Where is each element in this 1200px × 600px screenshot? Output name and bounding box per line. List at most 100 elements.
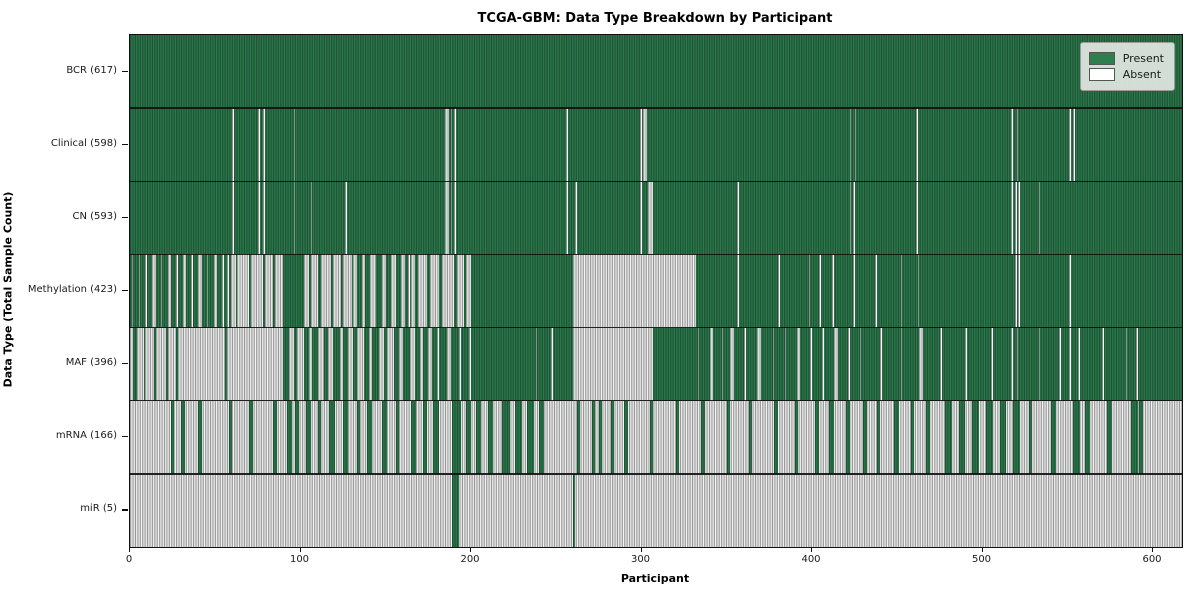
segment-absent — [198, 254, 202, 328]
segment-absent — [648, 181, 654, 255]
segment-present — [863, 400, 867, 474]
ytick-mark — [122, 216, 128, 219]
segment-absent — [849, 181, 852, 255]
ytick-label-Clinical: Clinical (598) — [50, 137, 117, 149]
segment-base-absent — [130, 473, 1182, 547]
ytick-mark — [122, 143, 128, 145]
segment-base-present — [130, 35, 1182, 109]
segment-absent — [131, 254, 134, 328]
segment-absent — [401, 254, 405, 328]
segment-absent — [262, 108, 265, 182]
segment-absent — [566, 181, 569, 255]
segment-absent — [917, 254, 920, 328]
segment-present — [926, 400, 930, 474]
segment-absent — [382, 254, 386, 328]
segment-present — [488, 400, 494, 474]
row-strip-miR — [130, 473, 1182, 547]
segment-absent — [176, 254, 178, 328]
segment-present — [829, 400, 835, 474]
segment-absent — [1059, 327, 1061, 401]
segment-absent — [808, 254, 811, 328]
segment-absent — [293, 181, 296, 255]
segment-absent — [457, 254, 465, 328]
segment-absent — [303, 254, 310, 328]
segment-absent — [709, 327, 714, 401]
segment-present — [433, 400, 439, 474]
segment-absent — [227, 327, 284, 401]
xtick-mark — [470, 547, 472, 552]
segment-base-present — [130, 108, 1182, 182]
segment-present — [958, 400, 966, 474]
ytick-mark — [122, 363, 128, 365]
segment-present — [1106, 400, 1113, 474]
row-strip-Methylation — [130, 254, 1182, 328]
segment-absent — [136, 327, 144, 401]
ytick-label-mRNA: mRNA (166) — [55, 430, 117, 442]
ytick-mark — [122, 436, 128, 438]
xtick-label-0: 0 — [125, 554, 133, 565]
segment-present — [423, 400, 427, 474]
xtick-label-400: 400 — [801, 554, 821, 565]
row-divider — [130, 180, 1182, 182]
segment-absent — [643, 108, 647, 182]
segment-absent — [436, 327, 439, 401]
segment-present — [366, 400, 373, 474]
segment-absent — [390, 254, 396, 328]
segment-absent — [880, 327, 882, 401]
segment-absent — [1069, 327, 1072, 401]
segment-absent — [310, 181, 313, 255]
xtick-label-100: 100 — [289, 554, 310, 565]
segment-absent — [1016, 327, 1019, 401]
legend-swatch-present — [1088, 52, 1115, 65]
segment-present — [501, 400, 511, 474]
segment-absent — [639, 108, 642, 182]
segment-absent — [1011, 327, 1014, 401]
segment-present — [1130, 400, 1138, 474]
segment-present — [1072, 400, 1080, 474]
xtick-label-600: 600 — [1142, 554, 1162, 565]
segment-base-present — [130, 181, 1182, 255]
row-divider — [130, 107, 1182, 109]
legend: Present Absent — [1079, 42, 1175, 91]
segment-absent — [447, 327, 451, 401]
segment-present — [452, 400, 461, 474]
segment-absent — [459, 327, 461, 401]
segment-absent — [227, 254, 229, 328]
segment-absent — [810, 327, 812, 401]
segment-present — [249, 400, 253, 474]
ytick-label-BCR: BCR (617) — [66, 64, 117, 76]
segment-absent — [916, 181, 918, 255]
segment-absent — [442, 254, 454, 328]
segment-present — [794, 400, 799, 474]
segment-absent — [1011, 181, 1014, 255]
segment-present — [650, 400, 654, 474]
row-strip-MAF — [130, 327, 1182, 401]
segment-absent — [1038, 181, 1041, 255]
segment-absent — [1016, 108, 1019, 182]
segment-present — [748, 400, 753, 474]
row-strip-BCR — [130, 35, 1182, 109]
segment-present — [181, 400, 185, 474]
row-divider — [130, 473, 1182, 475]
segment-absent — [387, 327, 395, 401]
segment-absent — [916, 108, 918, 182]
segment-present — [476, 400, 482, 474]
segment-absent — [939, 327, 942, 401]
segment-absent — [450, 108, 453, 182]
segment-present — [228, 400, 233, 474]
segment-present — [893, 400, 899, 474]
segment-present — [774, 400, 778, 474]
segment-absent — [834, 327, 838, 401]
segment-absent — [361, 254, 366, 328]
segment-present — [539, 400, 545, 474]
segment-absent — [145, 327, 154, 401]
segment-absent — [535, 327, 538, 401]
segment-absent — [152, 254, 156, 328]
segment-absent — [1125, 327, 1128, 401]
segment-present — [198, 400, 202, 474]
plot-area: Present Absent — [129, 34, 1183, 548]
segment-present — [411, 400, 417, 474]
segment-present — [985, 400, 993, 474]
segment-absent — [445, 181, 449, 255]
segment-present — [592, 400, 596, 474]
